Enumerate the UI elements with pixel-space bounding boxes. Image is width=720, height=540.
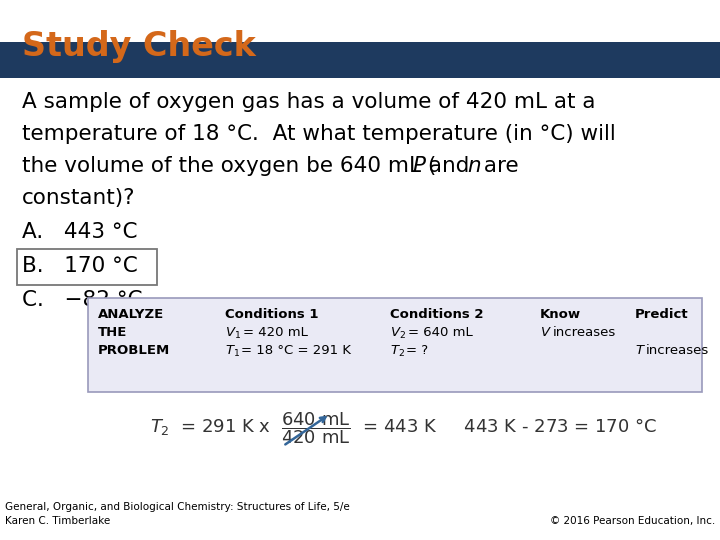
- FancyBboxPatch shape: [88, 298, 702, 392]
- Text: $T$: $T$: [635, 344, 646, 357]
- Text: increases: increases: [553, 326, 616, 339]
- Text: = ?: = ?: [406, 344, 428, 357]
- Text: B.   170 °C: B. 170 °C: [22, 256, 138, 276]
- Text: Study Check: Study Check: [22, 30, 256, 63]
- Text: constant)?: constant)?: [22, 188, 135, 208]
- Text: temperature of 18 °C.  At what temperature (in °C) will: temperature of 18 °C. At what temperatur…: [22, 124, 616, 144]
- FancyArrowPatch shape: [285, 417, 325, 444]
- Text: $V_2$: $V_2$: [390, 326, 406, 341]
- Text: the volume of the oxygen be 640 mL (: the volume of the oxygen be 640 mL (: [22, 156, 436, 176]
- Text: A.   443 °C: A. 443 °C: [22, 222, 138, 242]
- Text: = 420 mL: = 420 mL: [243, 326, 308, 339]
- Text: PROBLEM: PROBLEM: [98, 344, 170, 357]
- Text: Know: Know: [540, 308, 581, 321]
- Text: $V_1$: $V_1$: [225, 326, 241, 341]
- Text: increases: increases: [646, 344, 709, 357]
- Text: General, Organic, and Biological Chemistry: Structures of Life, 5/e
Karen C. Tim: General, Organic, and Biological Chemist…: [5, 502, 350, 526]
- Text: A sample of oxygen gas has a volume of 420 mL at a: A sample of oxygen gas has a volume of 4…: [22, 92, 595, 112]
- Text: C.   −82 °C: C. −82 °C: [22, 290, 143, 310]
- Text: and: and: [422, 156, 476, 176]
- Text: n: n: [467, 156, 481, 176]
- Text: Conditions 2: Conditions 2: [390, 308, 484, 321]
- Text: ANALYZE: ANALYZE: [98, 308, 164, 321]
- FancyBboxPatch shape: [17, 249, 157, 285]
- Text: $T_2$  = 291 K x  $\dfrac{640\ \rm{mL}}{420\ \rm{mL}}$  = 443 K     443 K - 273 : $T_2$ = 291 K x $\dfrac{640\ \rm{mL}}{42…: [150, 410, 657, 446]
- Text: Predict: Predict: [635, 308, 688, 321]
- Text: $T_2$: $T_2$: [390, 344, 405, 359]
- Text: $T_1$: $T_1$: [225, 344, 240, 359]
- Text: = 640 mL: = 640 mL: [408, 326, 473, 339]
- Text: are: are: [477, 156, 518, 176]
- Text: $V$: $V$: [540, 326, 552, 339]
- Bar: [0, 42, 720, 78]
- Text: = 18 °C = 291 K: = 18 °C = 291 K: [241, 344, 351, 357]
- Text: © 2016 Pearson Education, Inc.: © 2016 Pearson Education, Inc.: [550, 516, 715, 526]
- Text: Conditions 1: Conditions 1: [225, 308, 318, 321]
- Text: P: P: [412, 156, 425, 176]
- Text: THE: THE: [98, 326, 127, 339]
